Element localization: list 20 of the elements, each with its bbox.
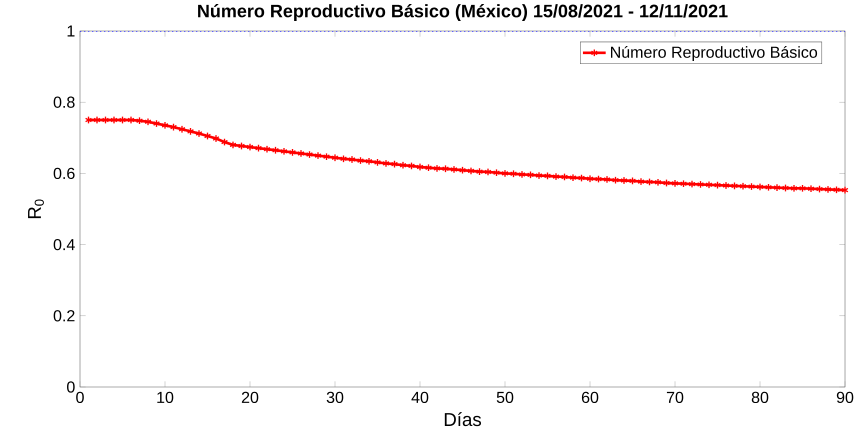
legend-label: Número Reproductivo Básico [611, 46, 818, 62]
x-tick-label: 10 [157, 392, 174, 404]
x-tick-label: 0 [76, 392, 84, 404]
y-tick-label: 1 [68, 26, 75, 36]
x-axis-title: Días [444, 412, 482, 426]
x-tick-label: 70 [666, 392, 684, 404]
y-tick-label: 0 [67, 381, 75, 393]
x-tick-label: 30 [326, 392, 344, 404]
x-tick-label: 80 [752, 392, 768, 404]
x-tick-label: 50 [496, 392, 514, 404]
y-axis-title: R$_{0}$ [28, 199, 44, 218]
chart-title: Número Reproductivo Básico (México) 15/08/2021 - 12/11/2021 [198, 4, 728, 21]
y-tick-label: 0.6 [54, 168, 75, 180]
y-tick-label: 0.8 [54, 96, 75, 108]
x-tick-label: 20 [242, 392, 258, 404]
y-tick-label: 0.2 [54, 310, 74, 322]
y-tick-label: 0.4 [54, 238, 75, 250]
x-tick-label: 40 [411, 392, 428, 404]
x-tick-label: 90 [836, 392, 854, 404]
x-tick-label: 60 [582, 392, 598, 404]
